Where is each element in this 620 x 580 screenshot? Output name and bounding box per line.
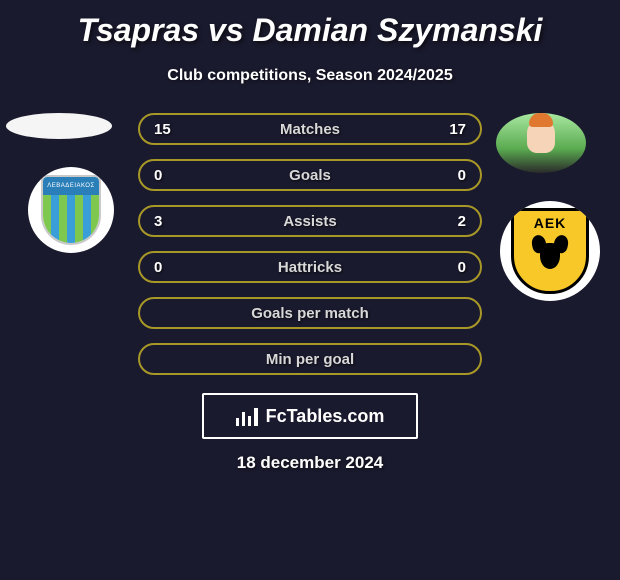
player2-hair bbox=[529, 113, 553, 127]
stat-row: Goals per match bbox=[138, 297, 482, 329]
player2-head bbox=[527, 119, 555, 153]
stat-row: Goals 0 0 bbox=[138, 159, 482, 191]
stat-value-right: 2 bbox=[458, 213, 466, 230]
stat-value-right: 0 bbox=[458, 167, 466, 184]
stat-value-right: 17 bbox=[449, 121, 466, 138]
stat-value-left: 0 bbox=[154, 259, 162, 276]
club-right-badge: AEK bbox=[500, 201, 600, 301]
date-label: 18 december 2024 bbox=[0, 453, 620, 473]
bar-icon bbox=[242, 412, 245, 426]
club-right-text: AEK bbox=[534, 215, 567, 231]
player2-avatar bbox=[496, 113, 586, 173]
stat-value-right: 0 bbox=[458, 259, 466, 276]
stat-label: Goals per match bbox=[251, 305, 369, 322]
club-left-stripes bbox=[43, 195, 99, 243]
eagle-icon bbox=[528, 233, 572, 271]
stat-rows: Matches1517Goals00Assists32Hattricks00Go… bbox=[138, 113, 482, 375]
page-title: Tsapras vs Damian Szymanski bbox=[0, 0, 620, 49]
stat-row: Assists 3 2 bbox=[138, 205, 482, 237]
stat-value-left: 0 bbox=[154, 167, 162, 184]
stat-value-left: 3 bbox=[154, 213, 162, 230]
stat-label: Matches bbox=[280, 121, 340, 138]
stat-row: Min per goal bbox=[138, 343, 482, 375]
source-logo: FcTables.com bbox=[202, 393, 418, 439]
club-left-band: ΛΕΒΑΔΕΙΑΚΟΣ bbox=[43, 177, 99, 195]
stat-label: Min per goal bbox=[266, 351, 354, 368]
club-right-shield: AEK bbox=[511, 208, 589, 294]
chart-icon bbox=[236, 406, 258, 426]
club-left-badge: ΛΕΒΑΔΕΙΑΚΟΣ bbox=[28, 167, 114, 253]
player1-avatar bbox=[6, 113, 112, 139]
comparison-content: ΛΕΒΑΔΕΙΑΚΟΣ AEK Matches 15 17 Goals 0 0 Assist… bbox=[0, 113, 620, 473]
bar-icon bbox=[236, 418, 239, 426]
stat-row: Hattricks 0 0 bbox=[138, 251, 482, 283]
bar-icon bbox=[248, 416, 251, 426]
subtitle: Club competitions, Season 2024/2025 bbox=[0, 67, 620, 85]
stat-label: Hattricks bbox=[278, 259, 342, 276]
source-logo-text: FcTables.com bbox=[266, 406, 385, 427]
bar-icon bbox=[254, 408, 257, 426]
stat-label: Goals bbox=[289, 167, 331, 184]
club-left-shield: ΛΕΒΑΔΕΙΑΚΟΣ bbox=[41, 175, 101, 245]
stat-value-left: 15 bbox=[154, 121, 171, 138]
stat-row: Matches 15 17 bbox=[138, 113, 482, 145]
stat-label: Assists bbox=[283, 213, 336, 230]
